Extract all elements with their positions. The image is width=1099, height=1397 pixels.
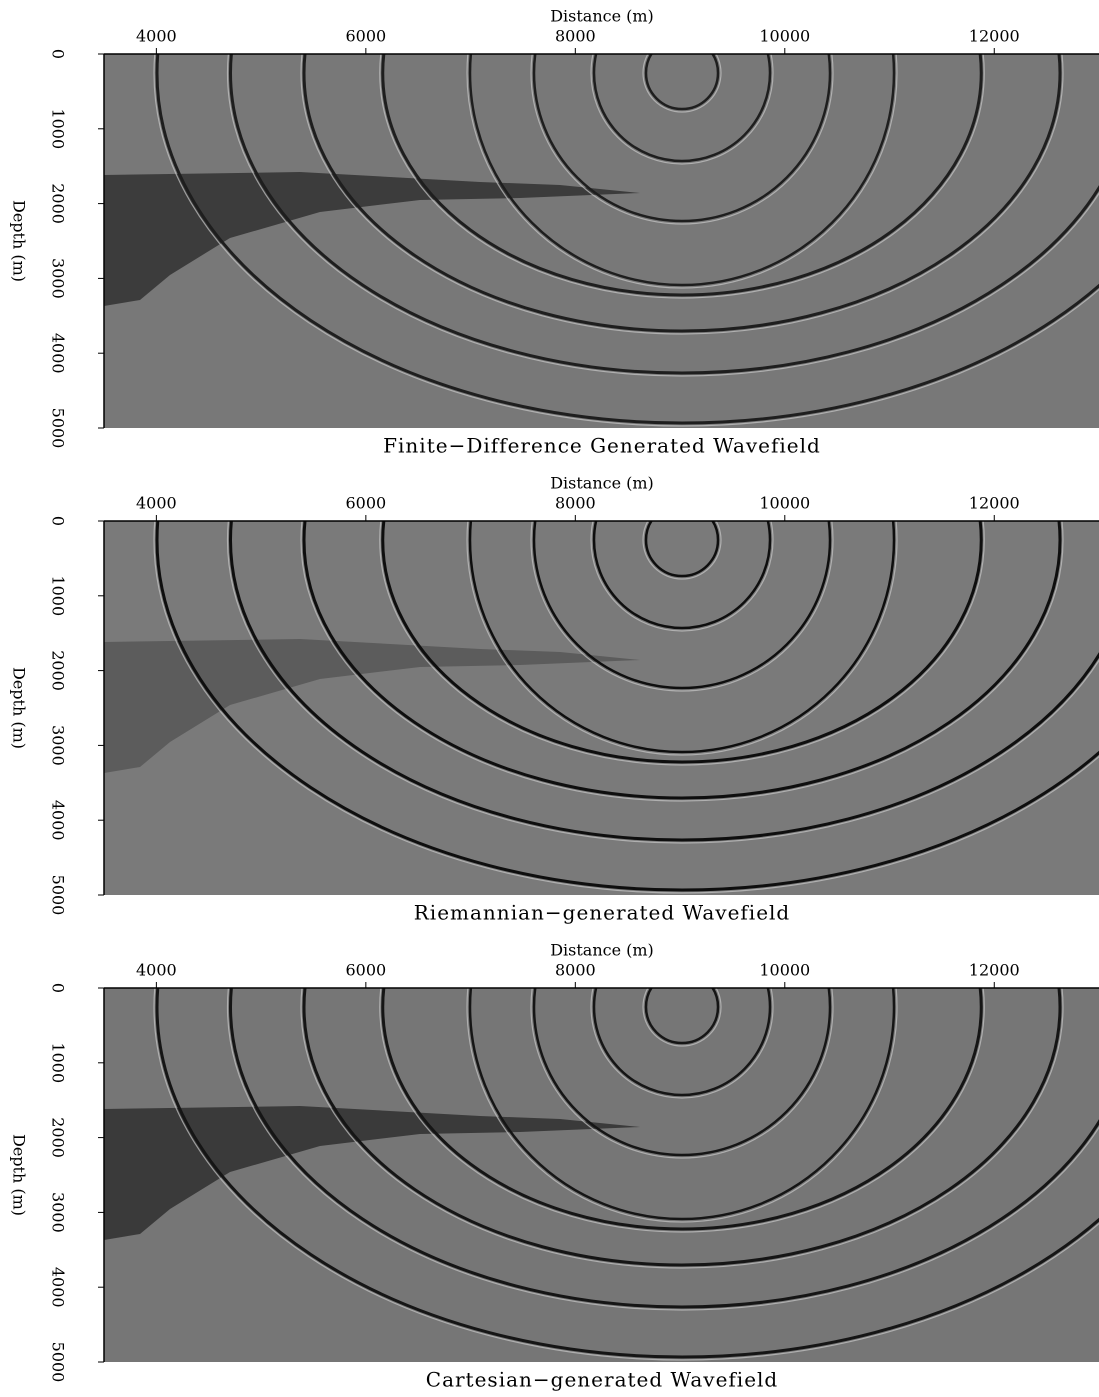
y-tick-label: 2000 xyxy=(49,183,68,224)
x-tick-label: 4000 xyxy=(136,27,177,46)
y-tick-label: 2000 xyxy=(49,1117,68,1158)
y-tick-label: 3000 xyxy=(49,1192,68,1233)
x-tick-label: 10000 xyxy=(759,494,810,513)
x-tick-label: 10000 xyxy=(759,961,810,980)
y-axis-label: Depth (m) xyxy=(10,667,29,749)
y-axis-label: Depth (m) xyxy=(10,200,29,282)
x-tick-label: 10000 xyxy=(759,27,810,46)
wavefield-image xyxy=(104,0,1099,428)
y-tick-label: 1000 xyxy=(49,108,68,149)
y-tick-label: 4000 xyxy=(49,800,68,841)
y-tick-label: 3000 xyxy=(49,258,68,299)
y-tick-label: 4000 xyxy=(49,333,68,374)
x-tick-label: 6000 xyxy=(345,27,386,46)
x-axis-label: Distance (m) xyxy=(550,474,654,493)
x-axis-label: Distance (m) xyxy=(550,941,654,960)
x-tick-label: 6000 xyxy=(345,961,386,980)
x-tick-label: 12000 xyxy=(969,27,1020,46)
y-tick-label: 1000 xyxy=(49,1042,68,1083)
y-tick-label: 5000 xyxy=(49,1342,68,1383)
y-axis-label: Depth (m) xyxy=(10,1134,29,1216)
x-tick-label: 8000 xyxy=(555,494,596,513)
y-tick-label: 3000 xyxy=(49,725,68,766)
x-axis-label: Distance (m) xyxy=(550,7,654,26)
y-tick-label: 2000 xyxy=(49,650,68,691)
panel-title: Finite−Difference Generated Wavefield xyxy=(383,434,821,458)
x-tick-label: 4000 xyxy=(136,961,177,980)
y-tick-label: 5000 xyxy=(49,875,68,916)
figure: 4000600080001000012000010002000300040005… xyxy=(0,0,1099,1397)
y-tick-label: 4000 xyxy=(49,1267,68,1308)
x-tick-label: 12000 xyxy=(969,961,1020,980)
x-tick-label: 12000 xyxy=(969,494,1020,513)
y-tick-label: 5000 xyxy=(49,408,68,449)
x-tick-label: 4000 xyxy=(136,494,177,513)
x-tick-label: 8000 xyxy=(555,961,596,980)
panel-title: Riemannian−generated Wavefield xyxy=(414,901,790,925)
x-tick-label: 6000 xyxy=(345,494,386,513)
y-tick-label: 0 xyxy=(49,49,68,59)
y-tick-label: 0 xyxy=(49,516,68,526)
y-tick-label: 1000 xyxy=(49,575,68,616)
panel-title: Cartesian−generated Wavefield xyxy=(426,1368,778,1392)
x-tick-label: 8000 xyxy=(555,27,596,46)
y-tick-label: 0 xyxy=(49,983,68,993)
